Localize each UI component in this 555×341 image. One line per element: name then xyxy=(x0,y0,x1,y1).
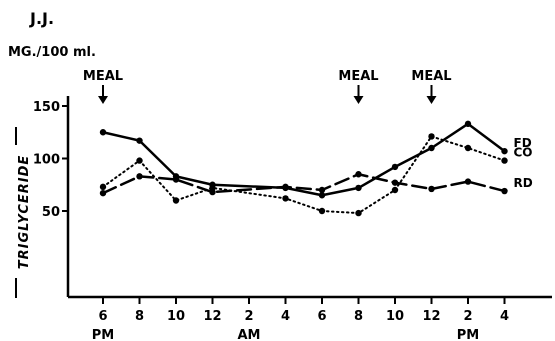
data-point-rd xyxy=(136,173,143,180)
data-point-co xyxy=(318,207,326,215)
x-tick-label: 8 xyxy=(354,309,363,324)
y-axis-label: TRIGLYCERIDE xyxy=(17,155,32,270)
x-tick-label: 6 xyxy=(98,309,107,324)
x-tick-label: 12 xyxy=(203,309,221,324)
series-line-fd xyxy=(101,122,506,197)
meal-label: MEAL xyxy=(411,69,451,84)
y-ticks: 50 100 150 xyxy=(33,100,68,220)
data-point-rd xyxy=(391,179,399,186)
data-point-rd xyxy=(318,186,326,194)
data-point-co xyxy=(355,209,362,217)
x-tick-label: 4 xyxy=(281,309,290,324)
unit-label: MG./100 ml. xyxy=(8,45,96,60)
data-point-co xyxy=(428,133,435,140)
meal-arrow-head xyxy=(353,96,364,104)
data-point-fd xyxy=(501,147,508,155)
x-tick-label: 6 xyxy=(317,309,326,324)
data-point-fd xyxy=(99,129,107,136)
data-point-rd xyxy=(99,189,107,197)
data-point-co xyxy=(501,157,508,164)
data-point-fd xyxy=(391,163,399,171)
x-period-label: PM xyxy=(92,328,114,341)
meal-arrow-head xyxy=(426,96,437,104)
x-tick-label: 2 xyxy=(463,309,472,324)
x-tick-label: 12 xyxy=(422,309,440,324)
series-label-fd: FD xyxy=(514,136,532,150)
x-ticks: 6 8 10 12 2 4 6 8 10 12 2 4 PM AM PM xyxy=(92,297,509,341)
data-point-fd xyxy=(318,192,326,199)
data-point-rd xyxy=(282,183,289,191)
data-point-fd xyxy=(464,120,472,128)
data-point-co xyxy=(464,144,472,152)
meal-label: MEAL xyxy=(83,69,123,84)
data-point-co xyxy=(99,183,107,191)
y-tick-label: 150 xyxy=(33,100,60,115)
x-tick-label: 2 xyxy=(244,309,253,324)
data-point-rd xyxy=(464,178,472,185)
axes xyxy=(66,96,552,299)
data-point-fd xyxy=(136,137,143,144)
series-label-co: CO xyxy=(514,146,533,160)
data-point-co xyxy=(172,197,180,204)
data-point-co xyxy=(136,157,143,164)
meal-arrow-head xyxy=(98,96,108,104)
meal-annotations: MEAL MEAL MEAL xyxy=(83,69,452,104)
data-point-fd xyxy=(428,144,435,152)
data-point-co xyxy=(391,186,399,194)
data-point-rd xyxy=(501,187,508,195)
x-tick-label: 4 xyxy=(500,309,509,324)
series-line-co xyxy=(102,135,506,215)
y-tick-label: 100 xyxy=(33,153,60,168)
meal-label: MEAL xyxy=(338,69,378,84)
data-point-rd xyxy=(209,188,216,196)
chart-title: J.J. xyxy=(29,9,54,28)
data-point-rd xyxy=(428,185,435,193)
x-period-label: PM xyxy=(457,328,479,341)
series-label-rd: RD xyxy=(514,176,533,190)
x-tick-label: 10 xyxy=(386,309,404,324)
x-tick-label: 8 xyxy=(135,309,144,324)
x-period-label: AM xyxy=(238,328,261,341)
data-point-rd xyxy=(355,171,362,178)
y-tick-label: 50 xyxy=(42,205,60,220)
x-tick-label: 10 xyxy=(167,309,185,324)
data-point-co xyxy=(282,195,289,202)
data-point-fd xyxy=(355,184,362,192)
data-point-rd xyxy=(172,176,180,183)
